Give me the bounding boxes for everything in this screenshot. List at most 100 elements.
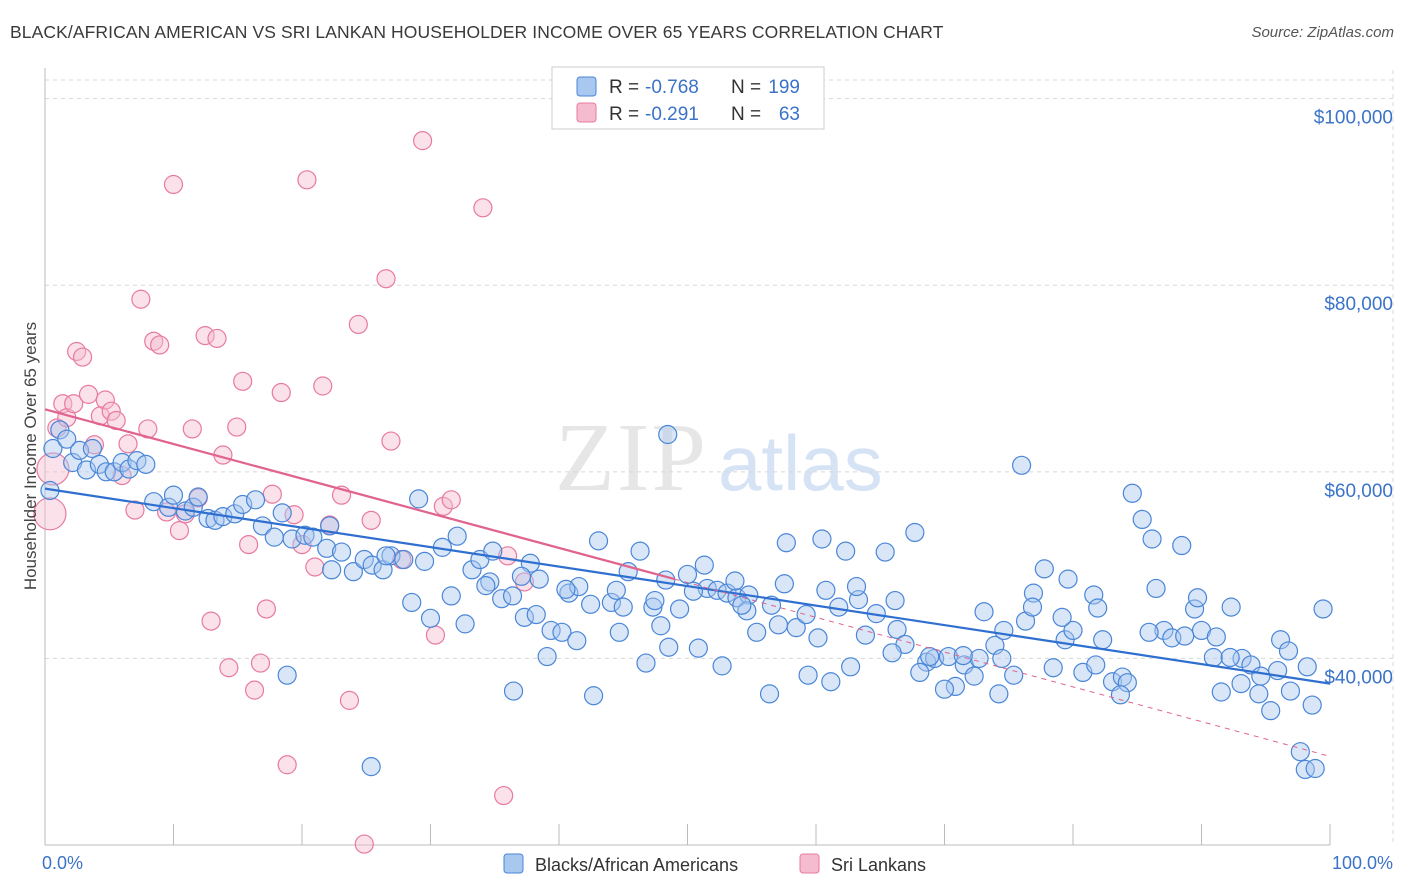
blue-point-52 bbox=[502, 586, 523, 606]
pink-point-37 bbox=[256, 599, 277, 619]
blue-point-1 bbox=[43, 438, 63, 459]
blue-point-187 bbox=[1146, 578, 1166, 599]
blue-point-30 bbox=[282, 529, 302, 549]
blue-point-185 bbox=[1086, 655, 1106, 675]
pink-point-43 bbox=[297, 170, 317, 190]
blue-point-96 bbox=[938, 646, 959, 667]
blue-point-193 bbox=[511, 566, 532, 586]
blue-point-36 bbox=[343, 562, 363, 582]
blue-point-174 bbox=[694, 555, 714, 575]
blue-point-150 bbox=[910, 662, 930, 683]
blue-point-164 bbox=[1305, 758, 1325, 779]
blue-point-143 bbox=[712, 656, 732, 676]
pink-point-48 bbox=[339, 690, 360, 710]
pink-point-25 bbox=[182, 419, 202, 439]
blue-point-155 bbox=[1058, 569, 1078, 589]
blue-point-141 bbox=[636, 653, 656, 673]
blue-point-189 bbox=[1220, 647, 1240, 668]
bottom-legend-swatch-blue bbox=[503, 853, 524, 874]
blue-point-171 bbox=[567, 631, 587, 651]
blue-point-86 bbox=[836, 541, 856, 561]
blue-point-123 bbox=[1203, 647, 1223, 668]
blue-point-157 bbox=[1117, 673, 1137, 693]
blue-point-154 bbox=[1011, 455, 1032, 475]
blue-point-132 bbox=[1290, 742, 1310, 762]
x-tick-label-min: 0.0% bbox=[42, 853, 83, 873]
pink-point-1 bbox=[36, 452, 70, 486]
pink-point-20 bbox=[150, 335, 170, 355]
blue-point-62 bbox=[601, 592, 621, 613]
pink-point-55 bbox=[412, 131, 433, 151]
blue-point-100 bbox=[974, 602, 994, 622]
blue-point-84 bbox=[816, 580, 836, 600]
blue-point-130 bbox=[1270, 630, 1291, 650]
bottom-legend-label-blue: Blacks/African Americans bbox=[535, 855, 738, 875]
blue-point-33 bbox=[317, 538, 337, 558]
legend-swatch-pink bbox=[576, 102, 597, 123]
blue-point-180 bbox=[920, 646, 940, 667]
legend-r-value-blue: -0.768 bbox=[645, 77, 699, 98]
blue-point-77 bbox=[747, 622, 767, 642]
blue-point-168 bbox=[447, 526, 467, 546]
pink-point-60 bbox=[494, 785, 514, 806]
pink-point-53 bbox=[381, 431, 401, 451]
blue-point-67 bbox=[651, 616, 671, 636]
blue-point-152 bbox=[964, 666, 984, 686]
blue-point-106 bbox=[1034, 559, 1054, 579]
legend-swatch-blue bbox=[576, 76, 597, 97]
blue-point-131 bbox=[1280, 681, 1301, 701]
bottom-legend: Blacks/African Americans Sri Lankans bbox=[503, 853, 926, 875]
blue-point-63 bbox=[609, 622, 629, 642]
blue-point-182 bbox=[992, 648, 1012, 669]
blue-point-61 bbox=[588, 531, 609, 551]
blue-point-191 bbox=[1278, 641, 1299, 661]
blue-point-134 bbox=[1302, 695, 1322, 715]
blue-point-147 bbox=[821, 672, 841, 692]
legend-n-label-2: N = bbox=[731, 104, 761, 125]
blue-point-81 bbox=[786, 618, 806, 638]
blue-point-138 bbox=[503, 681, 524, 701]
trend-lines bbox=[44, 408, 1331, 757]
pink-point-39 bbox=[271, 382, 291, 403]
pink-point-7 bbox=[72, 347, 93, 367]
blue-point-170 bbox=[526, 604, 546, 625]
legend-r-label: R = bbox=[609, 77, 639, 98]
pink-point-28 bbox=[201, 611, 221, 631]
pink-point-6 bbox=[67, 341, 87, 362]
blue-point-91 bbox=[887, 619, 907, 640]
blue-point-57 bbox=[552, 622, 572, 642]
y-tick-label-1: $60,000 bbox=[1324, 481, 1393, 502]
blue-point-26 bbox=[245, 490, 266, 510]
blue-point-198 bbox=[725, 571, 745, 591]
pink-point-32 bbox=[227, 417, 247, 437]
sri-lankans-points bbox=[33, 131, 535, 854]
blue-point-82 bbox=[796, 604, 816, 625]
pink-point-51 bbox=[361, 510, 381, 530]
blue-point-97 bbox=[945, 676, 965, 697]
blue-point-175 bbox=[732, 595, 752, 615]
blue-point-153 bbox=[989, 684, 1009, 704]
blue-point-133 bbox=[1295, 759, 1315, 780]
blue-point-99 bbox=[969, 648, 989, 669]
legend-r-value-pink: -0.291 bbox=[645, 104, 699, 125]
blue-point-194 bbox=[556, 579, 576, 599]
watermark-zip: ZIP bbox=[555, 404, 708, 512]
y-tick-label-0: $40,000 bbox=[1324, 667, 1393, 688]
bottom-legend-swatch-pink bbox=[799, 853, 820, 874]
blue-point-128 bbox=[1251, 666, 1271, 686]
blue-point-9 bbox=[96, 462, 116, 482]
legend-r-label-2: R = bbox=[609, 104, 639, 125]
pink-point-22 bbox=[163, 174, 184, 195]
blue-point-160 bbox=[1206, 627, 1226, 647]
blue-point-142 bbox=[658, 424, 678, 445]
blue-point-129 bbox=[1261, 701, 1281, 721]
blue-point-80 bbox=[776, 533, 796, 553]
blue-point-42 bbox=[402, 592, 422, 613]
pink-point-31 bbox=[219, 658, 239, 678]
blue-point-28 bbox=[264, 527, 284, 547]
blue-point-161 bbox=[1231, 674, 1251, 694]
blue-point-183 bbox=[1022, 597, 1043, 617]
blue-point-156 bbox=[1088, 598, 1108, 618]
legend-n-value-pink: 63 bbox=[779, 104, 800, 125]
